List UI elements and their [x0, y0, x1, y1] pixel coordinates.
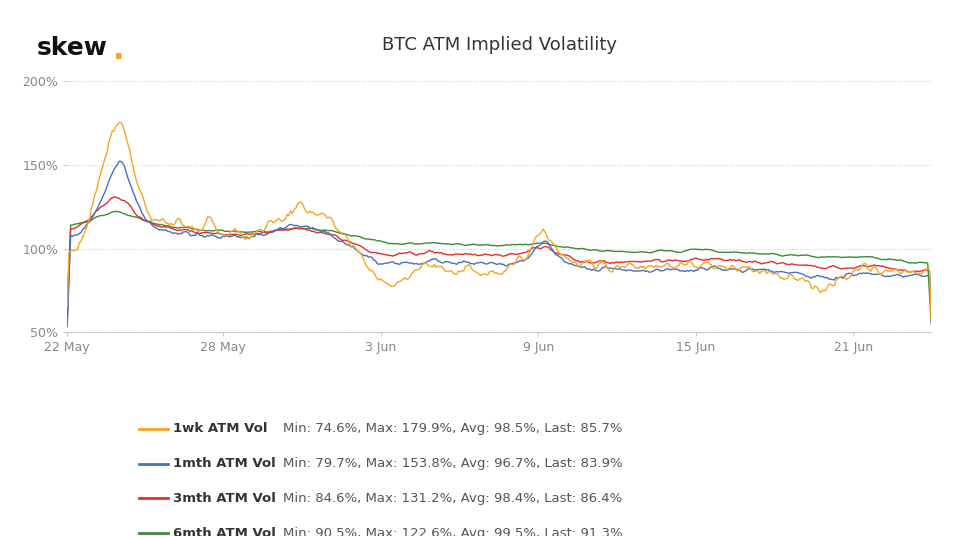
Title: BTC ATM Implied Volatility: BTC ATM Implied Volatility	[382, 36, 616, 55]
Text: Min: 74.6%, Max: 179.9%, Avg: 98.5%, Last: 85.7%: Min: 74.6%, Max: 179.9%, Avg: 98.5%, Las…	[283, 422, 623, 435]
Text: .: .	[113, 36, 125, 65]
Text: 6mth ATM Vol: 6mth ATM Vol	[173, 527, 276, 536]
Text: 3mth ATM Vol: 3mth ATM Vol	[173, 492, 276, 505]
Text: Min: 84.6%, Max: 131.2%, Avg: 98.4%, Last: 86.4%: Min: 84.6%, Max: 131.2%, Avg: 98.4%, Las…	[283, 492, 622, 505]
Text: skew: skew	[36, 36, 108, 60]
Text: Min: 90.5%, Max: 122.6%, Avg: 99.5%, Last: 91.3%: Min: 90.5%, Max: 122.6%, Avg: 99.5%, Las…	[283, 527, 623, 536]
Text: Min: 79.7%, Max: 153.8%, Avg: 96.7%, Last: 83.9%: Min: 79.7%, Max: 153.8%, Avg: 96.7%, Las…	[283, 457, 623, 470]
Text: 1wk ATM Vol: 1wk ATM Vol	[173, 422, 267, 435]
Text: 1mth ATM Vol: 1mth ATM Vol	[173, 457, 276, 470]
